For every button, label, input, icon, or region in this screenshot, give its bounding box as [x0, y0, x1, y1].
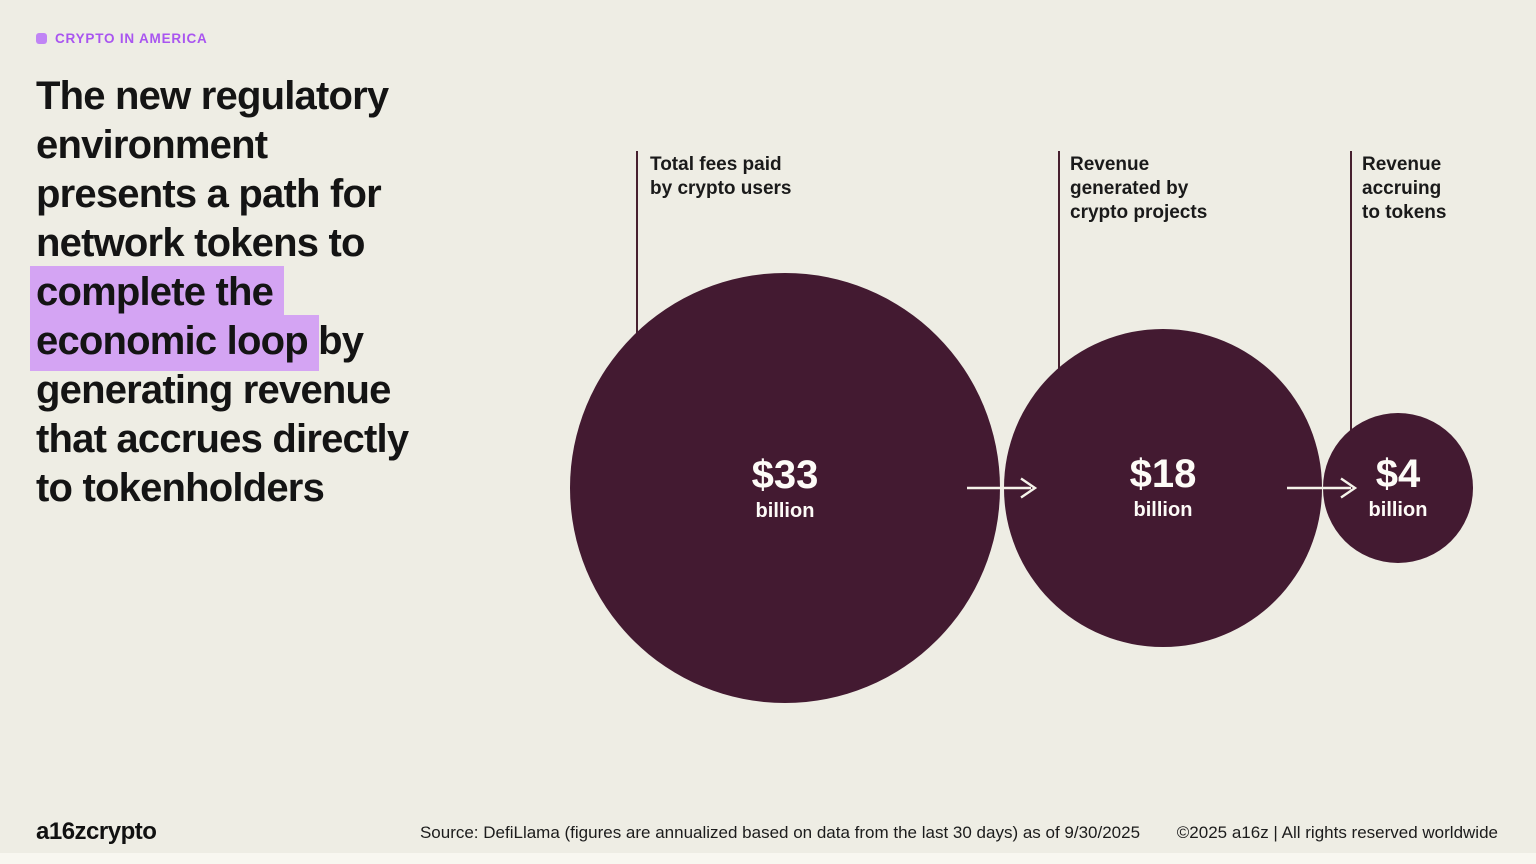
headline-text: presents a path for: [36, 172, 382, 216]
bubble-label-project-revenue: Revenue generated by crypto projects: [1070, 154, 1208, 223]
headline-text: The new regulatory: [36, 74, 389, 118]
headline-text: environment: [36, 123, 268, 167]
bubble-label-token-revenue: Revenue accruing to tokens: [1362, 154, 1447, 223]
headline-line: to tokenholders: [36, 464, 536, 513]
bubble-total-fees: $33 billion: [570, 273, 1000, 703]
headline-line: economic loop by: [30, 315, 536, 371]
headline-highlight: economic loop: [30, 315, 319, 371]
bubble-unit: billion: [1368, 499, 1428, 522]
headline-highlight: complete the: [30, 266, 285, 322]
bubble-unit: billion: [755, 499, 815, 522]
annotation-line-2: [1058, 151, 1060, 369]
headline-text: generating revenue: [36, 368, 391, 412]
bubble-value: $18: [1129, 452, 1197, 497]
bubble-label-total-fees: Total fees paid by crypto users: [650, 154, 792, 199]
headline-text: to tokenholders: [36, 466, 325, 510]
bubble-value: $33: [751, 452, 819, 497]
source-note: Source: DefiLlama (figures are annualize…: [419, 823, 1141, 842]
bubble-project-revenue: $18 billion: [1004, 329, 1322, 647]
bubble-value: $4: [1375, 452, 1421, 497]
headline-text: network tokens to: [36, 221, 365, 265]
a16zcrypto-logo: a16zcrypto: [36, 818, 157, 845]
headline-line: that accrues directly: [36, 415, 536, 464]
bubble-unit: billion: [1133, 499, 1193, 522]
headline-line: complete the: [30, 266, 536, 322]
headline-text: by: [307, 319, 364, 363]
annotation-line-3: [1350, 151, 1352, 431]
eyebrow-label: CRYPTO IN AMERICA: [55, 31, 208, 46]
headline: The new regulatory environment presents a …: [30, 72, 536, 513]
flow-arrow-icon: [967, 477, 1038, 499]
headline-text: that accrues directly: [36, 417, 409, 461]
headline-line: The new regulatory: [36, 72, 536, 121]
flow-arrow-icon: [1287, 477, 1358, 499]
headline-line: presents a path for: [36, 170, 536, 219]
purple-square-icon: [36, 33, 47, 44]
eyebrow: CRYPTO IN AMERICA: [36, 31, 208, 46]
headline-line: environment: [36, 121, 536, 170]
copyright-note: ©2025 a16z | All rights reserved worldwi…: [1176, 823, 1498, 842]
headline-line: generating revenue: [36, 366, 536, 415]
headline-line: network tokens to: [36, 219, 536, 268]
bottom-edge-strip: [0, 853, 1536, 864]
annotation-line-1: [636, 151, 638, 333]
